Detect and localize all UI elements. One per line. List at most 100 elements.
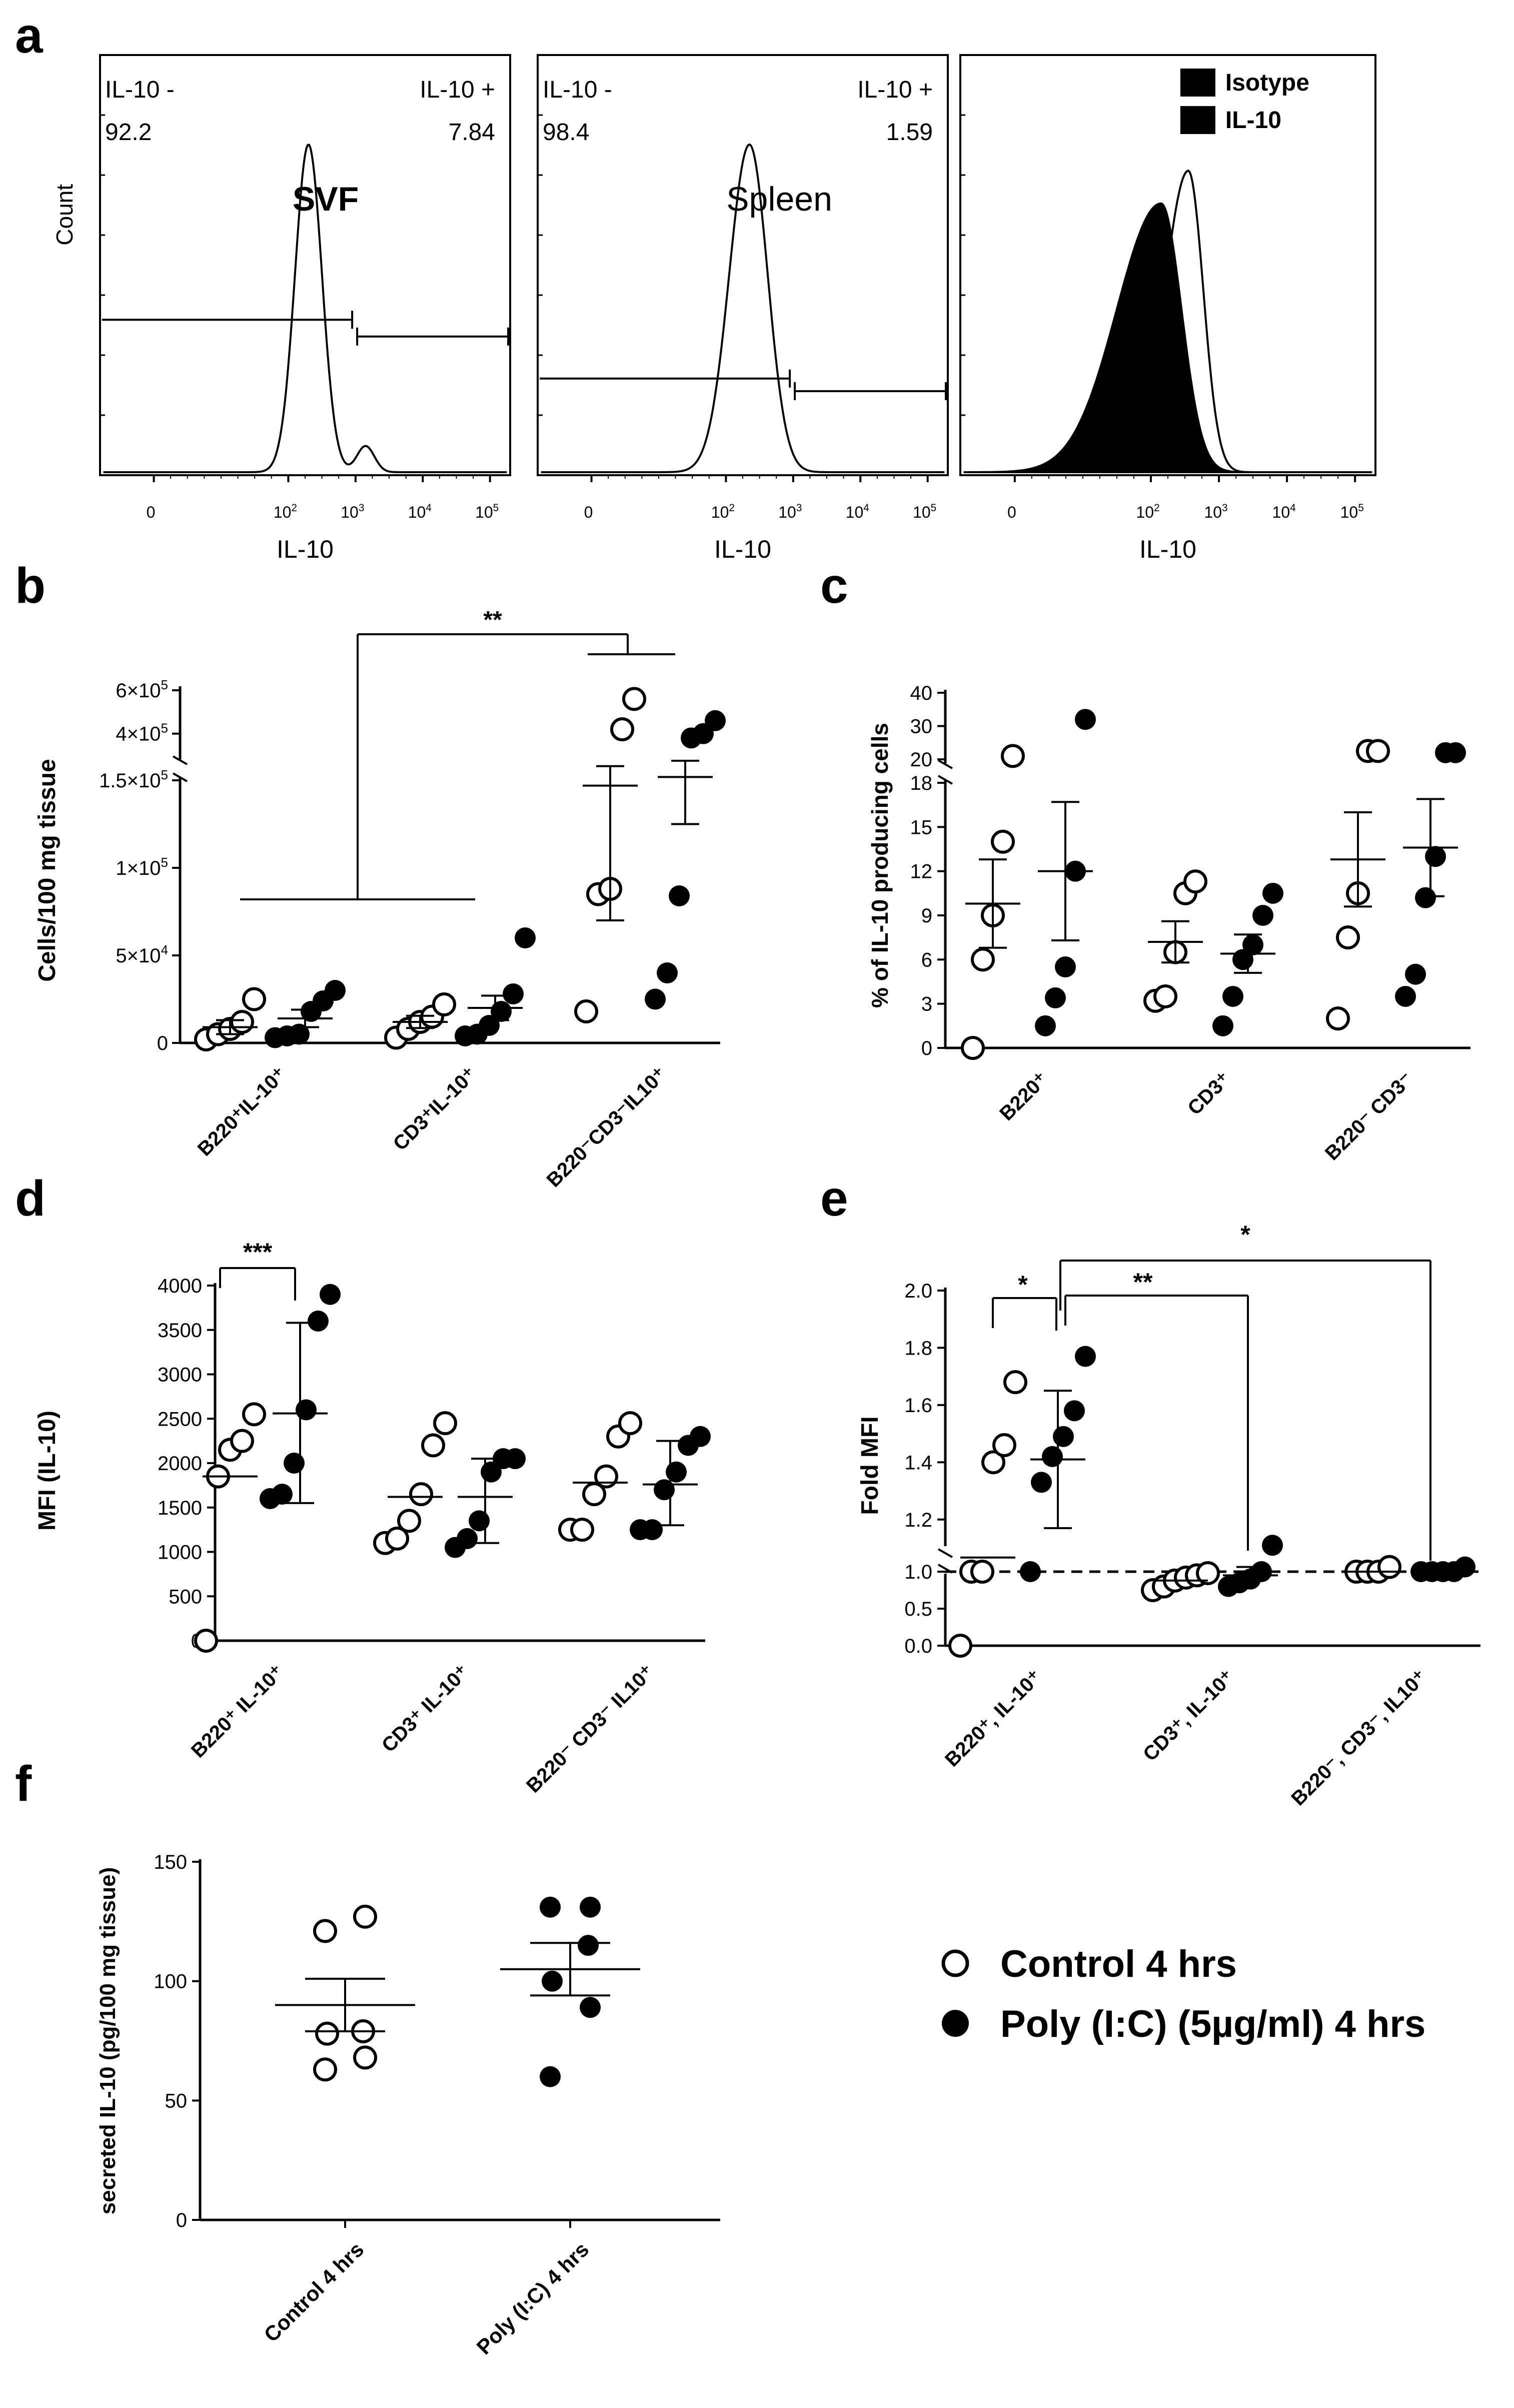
data-point xyxy=(970,1560,994,1584)
data-point xyxy=(669,885,690,906)
gate-negative-label: IL-10 - xyxy=(105,77,175,103)
axis-break xyxy=(938,1548,953,1558)
data-point xyxy=(666,1461,687,1483)
y-tick-label: 1×105 xyxy=(116,855,168,879)
data-point xyxy=(1183,869,1207,894)
y-tick-label: 1000 xyxy=(158,1542,202,1564)
data-point xyxy=(315,2021,339,2046)
y-tick-label: 15 xyxy=(910,816,933,838)
data-point xyxy=(991,829,1015,854)
data-point xyxy=(1395,985,1416,1007)
data-point xyxy=(320,1284,341,1305)
data-point xyxy=(1242,934,1263,955)
data-point xyxy=(421,1433,445,1458)
data-point xyxy=(992,1433,1016,1457)
data-point xyxy=(622,687,646,711)
y-axis-label: % of IL-10 producing cells xyxy=(867,723,893,1008)
data-point xyxy=(1425,846,1446,867)
axis-break xyxy=(938,775,953,785)
histogram-legend-label: IL-10 xyxy=(1225,107,1281,134)
panel-letter-b: b xyxy=(15,558,46,614)
data-point xyxy=(1153,984,1177,1008)
data-point xyxy=(409,1482,433,1507)
x-axis-label: IL-10 xyxy=(714,535,771,563)
data-point xyxy=(657,962,678,983)
data-point xyxy=(582,1482,606,1507)
data-point xyxy=(353,2045,377,2070)
data-point xyxy=(296,1399,317,1421)
data-point xyxy=(469,1510,490,1532)
x-tick-label: 102 xyxy=(1136,502,1159,521)
panel-letter-a: a xyxy=(15,8,44,64)
legend: Control 4 hrs Poly (I:C) (5µg/ml) 4 hrs xyxy=(941,1943,1425,2045)
y-tick-label: 1500 xyxy=(158,1497,202,1519)
data-point xyxy=(230,1010,254,1034)
data-point xyxy=(272,1484,293,1505)
y-tick-label: 18 xyxy=(910,772,933,794)
data-point xyxy=(570,1518,594,1542)
histogram-legend-label: Isotype xyxy=(1225,70,1309,96)
y-tick-label: 5×104 xyxy=(116,942,168,967)
histogram-title: SVF xyxy=(293,180,359,218)
legend-control-label: Control 4 hrs xyxy=(1000,1943,1237,1985)
y-axis-label: secreted IL-10 (pg/100 mg tissue) xyxy=(96,1867,120,2214)
panel-letter-c: c xyxy=(820,558,848,614)
data-point xyxy=(1196,1561,1220,1585)
gate-positive-label: IL-10 + xyxy=(420,77,495,103)
data-point xyxy=(1031,1472,1052,1493)
y-tick-label: 1.4 xyxy=(904,1452,932,1474)
data-point xyxy=(1251,1561,1272,1582)
panel-letter-e: e xyxy=(820,1170,848,1227)
data-point xyxy=(1262,882,1283,904)
y-tick-label: 150 xyxy=(154,1851,187,1873)
x-tick-label: 0 xyxy=(584,503,593,521)
histogram-trace xyxy=(103,144,507,473)
significance-label: * xyxy=(1018,1271,1028,1299)
data-point xyxy=(325,980,346,1001)
data-point xyxy=(705,710,726,731)
data-point xyxy=(1053,1426,1074,1447)
data-point xyxy=(242,1402,266,1427)
data-point xyxy=(353,1904,377,1929)
data-point xyxy=(194,1629,218,1653)
data-point xyxy=(1326,1006,1350,1031)
y-tick-label: 40 xyxy=(910,682,933,704)
data-point xyxy=(505,1448,526,1470)
y-tick-label: 0 xyxy=(157,1032,168,1054)
gate-positive-value: 1.59 xyxy=(886,119,933,146)
y-tick-label: 0 xyxy=(176,2209,187,2231)
significance-label: ** xyxy=(1133,1268,1153,1296)
y-tick-label: 3 xyxy=(921,993,932,1015)
data-point xyxy=(540,1896,561,1918)
data-point xyxy=(542,1970,563,1992)
data-point xyxy=(1405,963,1426,985)
data-point xyxy=(981,1450,1005,1475)
data-point xyxy=(690,1426,711,1447)
data-point xyxy=(1001,744,1025,768)
y-axis-label: Fold MFI xyxy=(857,1416,883,1515)
data-point xyxy=(578,1935,599,1956)
y-tick-label: 6×105 xyxy=(116,677,168,702)
data-point xyxy=(491,1001,512,1022)
y-tick-label: 4×105 xyxy=(116,721,168,745)
data-point xyxy=(1212,1015,1233,1036)
legend-swatch xyxy=(1180,106,1215,134)
legend-treated-marker xyxy=(942,2010,969,2037)
y-axis-label: Count xyxy=(52,184,78,246)
data-point xyxy=(433,1411,457,1436)
gate-negative-value: 92.2 xyxy=(105,119,152,146)
data-point xyxy=(1020,1561,1041,1582)
data-point xyxy=(610,717,634,741)
data-point xyxy=(1336,925,1360,950)
legend-control-marker xyxy=(941,1949,969,1977)
y-tick-label: 2000 xyxy=(158,1453,202,1475)
gate-positive-label: IL-10 + xyxy=(857,77,933,103)
data-point xyxy=(1075,709,1096,730)
data-point xyxy=(1045,987,1066,1008)
data-point xyxy=(313,2057,337,2082)
